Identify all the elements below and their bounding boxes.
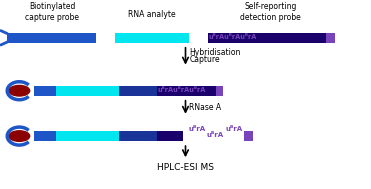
Text: RNase A: RNase A bbox=[189, 103, 221, 112]
Bar bbox=[157, 131, 183, 141]
Text: Hybridisation: Hybridisation bbox=[189, 48, 240, 57]
Circle shape bbox=[9, 131, 30, 141]
Bar bbox=[208, 33, 326, 43]
Bar bbox=[34, 131, 116, 141]
Bar bbox=[34, 86, 116, 96]
Bar bbox=[119, 131, 157, 141]
Text: HPLC-ESI MS: HPLC-ESI MS bbox=[157, 163, 214, 172]
Bar bbox=[119, 86, 157, 96]
Text: uᴮrAuᴮrAuᴮrA: uᴮrAuᴮrAuᴮrA bbox=[158, 87, 206, 93]
Bar bbox=[216, 86, 223, 96]
Bar bbox=[157, 86, 216, 96]
Text: uᴮrA: uᴮrA bbox=[225, 125, 242, 132]
Bar bbox=[56, 131, 119, 141]
Text: Capture: Capture bbox=[189, 55, 220, 64]
Text: uᴮrA: uᴮrA bbox=[188, 125, 205, 132]
Bar bbox=[115, 33, 189, 43]
Circle shape bbox=[9, 85, 30, 96]
Bar bbox=[56, 86, 119, 96]
Text: Self-reporting
detection probe: Self-reporting detection probe bbox=[240, 2, 301, 22]
Text: uᴮrAuᴮrAuᴮrA: uᴮrAuᴮrAuᴮrA bbox=[209, 34, 257, 40]
Text: RNA analyte: RNA analyte bbox=[128, 10, 176, 19]
Text: uᴮrA: uᴮrA bbox=[207, 132, 224, 138]
Bar bbox=[7, 33, 96, 43]
Bar bbox=[244, 131, 253, 141]
Bar bbox=[326, 33, 335, 43]
Text: Biotinylated
capture probe: Biotinylated capture probe bbox=[25, 2, 79, 22]
